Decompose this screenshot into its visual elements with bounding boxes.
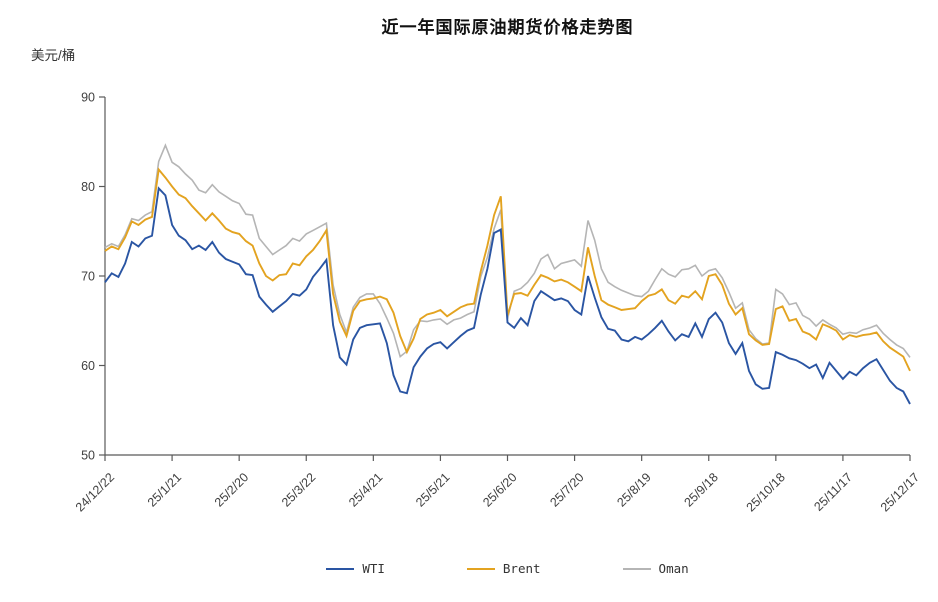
series-line-oman: [104, 143, 911, 358]
x-tick-label: 25/7/20: [547, 470, 586, 509]
x-tick-label: 25/3/22: [279, 470, 318, 509]
legend-item-oman: Oman: [622, 561, 689, 576]
y-tick-label: 80: [81, 180, 95, 194]
chart-legend: WTI Brent Oman: [105, 561, 910, 576]
wti-line-swatch: [326, 567, 355, 570]
x-tick-label: 25/9/18: [681, 470, 720, 509]
x-tick-label: 25/12/17: [878, 470, 922, 514]
x-tick-label: 25/10/18: [744, 470, 788, 514]
x-tick-label: 25/8/19: [614, 470, 653, 509]
legend-item-wti: WTI: [326, 561, 385, 576]
x-tick-label: 25/2/20: [212, 470, 251, 509]
series-line-wti: [104, 186, 911, 405]
brent-line-swatch: [466, 567, 495, 570]
x-tick-label: 24/12/22: [73, 470, 117, 514]
legend-item-brent: Brent: [466, 561, 541, 576]
legend-label-brent: Brent: [502, 561, 541, 576]
legend-label-wti: WTI: [362, 561, 385, 576]
y-tick-label: 90: [81, 91, 95, 105]
chart-title: 近一年国际原油期货价格走势图: [381, 18, 634, 37]
oman-line-swatch: [622, 567, 651, 570]
legend-label-oman: Oman: [658, 561, 689, 576]
x-tick-label: 25/1/21: [145, 470, 184, 509]
x-tick-label: 25/4/21: [346, 470, 385, 509]
y-tick-label: 60: [81, 359, 95, 373]
y-tick-label: 50: [81, 449, 95, 463]
series-line-brent: [104, 167, 911, 372]
x-tick-label: 25/5/21: [413, 470, 452, 509]
y-tick-label: 70: [81, 270, 95, 284]
x-tick-label: 25/6/20: [480, 470, 519, 509]
axes: [104, 97, 910, 456]
y-axis-unit-label: 美元/桶: [31, 48, 76, 63]
x-tick-label: 25/11/17: [811, 470, 855, 514]
